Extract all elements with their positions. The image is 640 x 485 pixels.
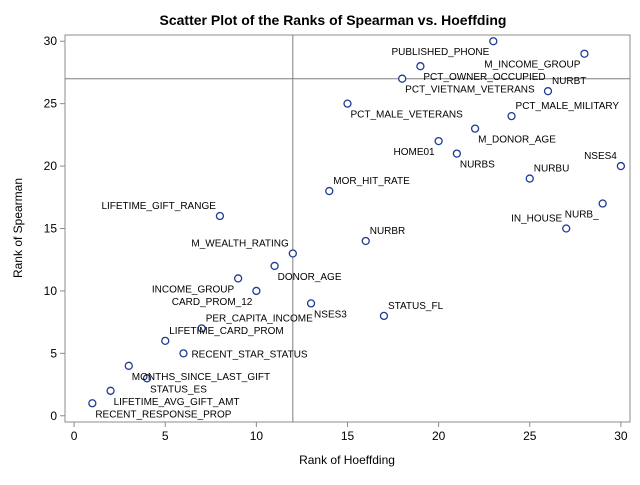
- point-label: LIFETIME_AVG_GIFT_AMT: [114, 397, 240, 408]
- scatter-point: [416, 62, 425, 71]
- scatter-point: [306, 299, 316, 308]
- x-tick-label: 20: [432, 429, 446, 443]
- point-label: MOR_HIT_RATE: [333, 176, 410, 187]
- point-label: RECENT_RESPONSE_PROP: [95, 409, 231, 420]
- point-label: PCT_MALE_VETERANS: [351, 110, 464, 121]
- x-axis-ticks: 0 5 10 15 20 25 30: [71, 422, 628, 443]
- scatter-point: [142, 374, 152, 383]
- point-label: PCT_MALE_MILITARY: [516, 101, 620, 112]
- point-label: LIFETIME_CARD_PROM: [169, 326, 283, 337]
- y-tick-label: 30: [44, 34, 58, 48]
- data-point-labels: RECENT_RESPONSE_PROPLIFETIME_AVG_GIFT_AM…: [95, 47, 619, 420]
- scatter-point: [161, 336, 170, 346]
- scatter-point: [452, 149, 462, 158]
- point-label: M_DONOR_AGE: [478, 135, 556, 146]
- point-label: NURB_: [565, 210, 599, 221]
- point-label: NURBR: [370, 226, 406, 237]
- point-label: PER_CAPITA_INCOME: [206, 313, 313, 324]
- point-label: NURBU: [534, 164, 570, 175]
- scatter-point: [215, 211, 225, 221]
- point-label: LIFETIME_GIFT_RANGE: [101, 201, 216, 212]
- scatter-point: [543, 87, 553, 96]
- scatter-point: [233, 274, 243, 283]
- y-axis-ticks: 0 5 10 15 20 25 30: [44, 34, 65, 423]
- x-tick-label: 10: [250, 429, 264, 443]
- scatter-point: [124, 361, 133, 370]
- y-axis-label: Rank of Spearman: [11, 178, 25, 278]
- reference-lines: [65, 35, 630, 422]
- point-label: INCOME_GROUP: [152, 284, 235, 295]
- y-tick-label: 5: [50, 346, 57, 360]
- point-label: RECENT_STAR_STATUS: [191, 349, 307, 360]
- point-label: PCT_OWNER_OCCUPIED: [423, 72, 545, 83]
- point-label: HOME01: [394, 147, 436, 158]
- point-label: STATUS_ES: [150, 384, 207, 395]
- scatter-point: [106, 386, 115, 395]
- y-tick-label: 0: [50, 409, 57, 423]
- y-tick-label: 25: [44, 97, 58, 111]
- x-tick-label: 5: [162, 429, 169, 443]
- y-tick-label: 20: [44, 159, 58, 173]
- scatter-point: [398, 74, 407, 83]
- scatter-point: [562, 224, 571, 233]
- point-label: PCT_VIETNAM_VETERANS: [405, 85, 535, 96]
- x-axis-label: Rank of Hoeffding: [299, 453, 395, 467]
- point-label: DONOR_AGE: [278, 272, 342, 283]
- scatter-point: [489, 37, 498, 46]
- scatter-point: [252, 286, 261, 296]
- scatter-point: [197, 324, 206, 333]
- scatter-point: [88, 399, 97, 408]
- scatter-point: [525, 174, 534, 183]
- y-tick-label: 10: [44, 284, 58, 298]
- scatter-point: [470, 124, 480, 133]
- scatter-point: [598, 199, 607, 208]
- x-tick-label: 0: [71, 429, 78, 443]
- point-label: PUBLISHED_PHONE: [391, 47, 489, 58]
- scatter-point: [580, 49, 589, 58]
- point-label: NURBT: [552, 76, 586, 87]
- scatter-point: [361, 236, 370, 246]
- y-tick-label: 15: [44, 222, 58, 236]
- data-points: [88, 37, 626, 408]
- point-label: STATUS_FL: [388, 301, 444, 312]
- point-label: MONTHS_SINCE_LAST_GIFT: [132, 372, 270, 383]
- point-label: M_WEALTH_RATING: [191, 238, 289, 249]
- point-label: NSES3: [314, 309, 347, 320]
- scatter-point: [343, 99, 352, 108]
- scatter-point: [179, 349, 188, 358]
- point-label: NURBS: [460, 160, 495, 171]
- point-label: NSES4: [584, 151, 617, 162]
- point-label: IN_HOUSE: [511, 214, 562, 225]
- point-label: M_INCOME_GROUP: [484, 60, 580, 71]
- scatter-point: [616, 161, 626, 171]
- point-label: CARD_PROM_12: [172, 297, 253, 308]
- x-tick-label: 30: [614, 429, 628, 443]
- scatter-point: [325, 186, 334, 196]
- scatter-point: [379, 311, 389, 321]
- scatter-point: [507, 111, 516, 121]
- scatter-point: [288, 249, 297, 258]
- chart-title: Scatter Plot of the Ranks of Spearman vs…: [160, 12, 507, 28]
- scatter-point: [434, 136, 443, 146]
- x-tick-label: 15: [341, 429, 355, 443]
- scatter-point: [270, 261, 279, 271]
- x-tick-label: 25: [523, 429, 537, 443]
